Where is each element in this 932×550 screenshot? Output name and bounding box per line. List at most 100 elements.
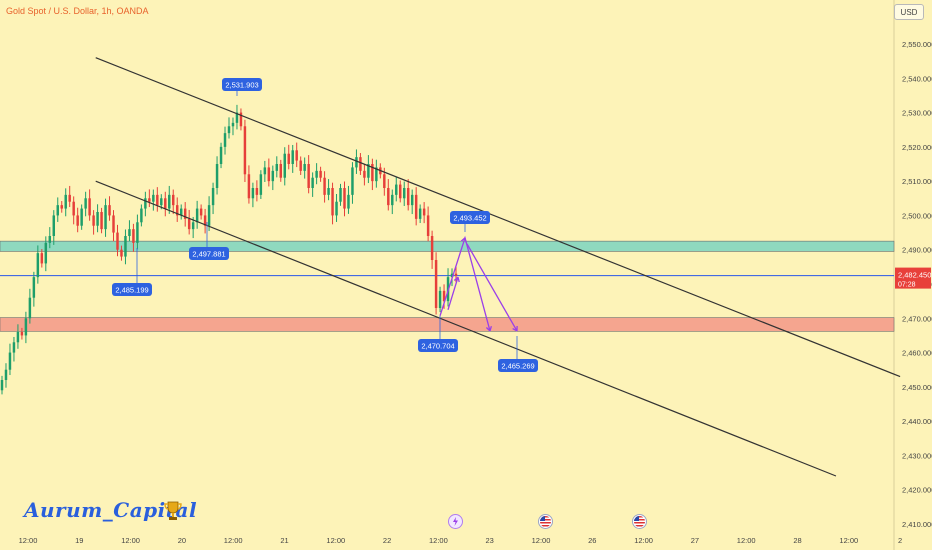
annotation-label: 2,497.881: [192, 249, 225, 258]
annotation-label: 2,465.269: [501, 361, 534, 370]
y-tick-label: 2,420.000: [902, 486, 932, 495]
candle: [430, 236, 434, 260]
candle: [299, 160, 302, 171]
candle: [287, 153, 290, 164]
candle: [283, 153, 286, 178]
candle: [84, 198, 87, 209]
current-price-label: 2,482.450: [898, 271, 931, 280]
candle: [247, 174, 251, 199]
candle: [168, 194, 171, 209]
candle: [339, 188, 342, 202]
candle: [251, 188, 255, 199]
y-tick-label: 2,500.000: [902, 211, 932, 220]
candle: [402, 188, 406, 199]
x-tick-label: 12:00: [634, 536, 653, 545]
support-zone: [0, 317, 895, 332]
candle: [343, 188, 346, 209]
x-tick-label: 21: [280, 536, 288, 545]
candle: [4, 369, 8, 380]
current-price-badge: [895, 267, 931, 289]
candle: [207, 205, 211, 226]
x-tick-label: 12:00: [19, 536, 38, 545]
candle: [199, 208, 203, 216]
currency-button[interactable]: USD: [894, 4, 924, 20]
candle: [363, 170, 366, 178]
candle: [195, 208, 199, 223]
candle: [16, 332, 20, 343]
candle: [28, 297, 32, 319]
x-tick-label: 23: [486, 536, 494, 545]
annotation-label-box: [418, 339, 458, 352]
candle: [426, 215, 430, 236]
candle: [144, 198, 147, 209]
candle: [418, 208, 422, 219]
projection-arrow-secondary: [447, 276, 459, 311]
arrow-head: [512, 325, 518, 332]
countdown-label: 07:28: [898, 282, 916, 289]
candle: [120, 249, 123, 257]
candle: [24, 318, 28, 336]
candle: [395, 184, 398, 195]
y-tick-label: 2,520.000: [902, 143, 932, 152]
candle: [335, 201, 338, 216]
candle: [160, 198, 163, 206]
y-tick-label: 2,510.000: [902, 177, 932, 186]
x-tick-label: 2: [898, 536, 902, 545]
candle: [156, 194, 159, 206]
candle: [215, 164, 219, 188]
candle: [351, 167, 354, 195]
candle: [104, 205, 107, 230]
candle: [239, 112, 243, 127]
candle: [36, 253, 40, 278]
candle: [164, 198, 167, 209]
candle: [307, 164, 310, 188]
candle: [80, 208, 83, 226]
lightning-icon[interactable]: [448, 514, 463, 529]
y-tick-label: 2,410.000: [902, 520, 932, 529]
resistance-zone: [0, 240, 895, 252]
candle: [319, 170, 322, 178]
candle: [116, 232, 119, 250]
annotation-label: 2,470.704: [421, 341, 454, 350]
candle: [255, 188, 259, 195]
candle: [76, 215, 79, 226]
candle: [434, 260, 438, 308]
candle: [32, 277, 36, 298]
candle: [203, 215, 207, 226]
candle: [323, 177, 326, 195]
candle: [219, 146, 223, 164]
candle: [60, 205, 63, 209]
candle: [12, 342, 16, 353]
candle: [355, 157, 358, 168]
candle: [72, 201, 75, 216]
candle: [124, 236, 127, 257]
y-tick-label: 2,430.000: [902, 451, 932, 460]
candle: [450, 273, 454, 278]
arrow-head: [460, 237, 467, 243]
x-tick-label: 12:00: [839, 536, 858, 545]
y-tick-label: 2,540.000: [902, 74, 932, 83]
candle: [399, 184, 402, 199]
candle: [8, 352, 12, 370]
candle: [442, 290, 446, 302]
y-tick-label: 2,550.000: [902, 40, 932, 49]
candle: [179, 208, 183, 216]
candle: [128, 229, 131, 236]
candle: [311, 177, 314, 188]
x-tick-label: 27: [691, 536, 699, 545]
candle: [223, 133, 227, 147]
annotation-label-box: [112, 283, 152, 296]
candle: [211, 188, 215, 206]
us-flag-icon[interactable]: [632, 514, 647, 529]
symbol-title: Gold Spot / U.S. Dollar, 1h, OANDA: [6, 6, 149, 16]
us-flag-icon[interactable]: [538, 514, 553, 529]
arrow-head: [485, 325, 493, 332]
candle: [331, 188, 334, 216]
candle: [136, 222, 139, 243]
x-tick-label: 12:00: [737, 536, 756, 545]
candle: [347, 194, 350, 209]
y-tick-label: 2,440.000: [902, 417, 932, 426]
candle: [375, 167, 378, 182]
candle: [140, 208, 143, 223]
